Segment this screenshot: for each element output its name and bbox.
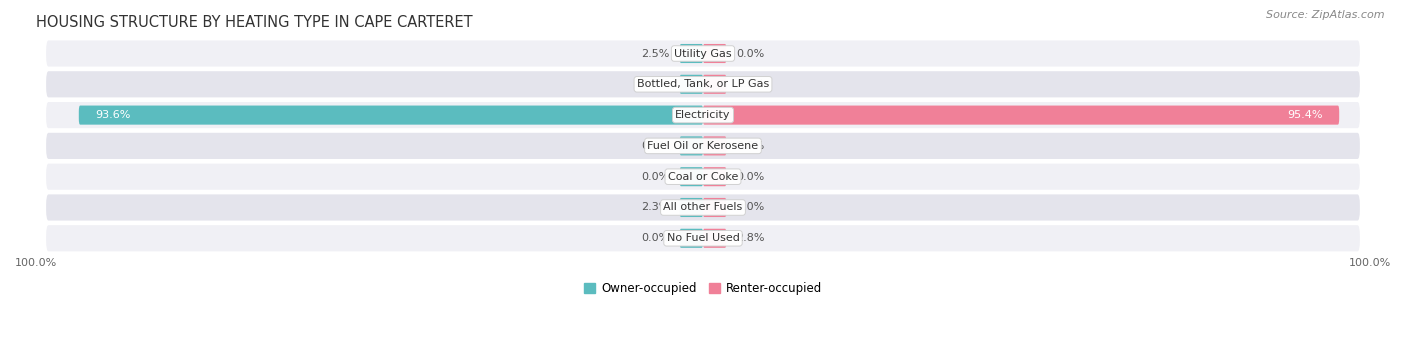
FancyBboxPatch shape xyxy=(46,164,1360,190)
Text: Coal or Coke: Coal or Coke xyxy=(668,172,738,182)
Text: 0.0%: 0.0% xyxy=(737,203,765,212)
Text: 2.8%: 2.8% xyxy=(737,233,765,243)
FancyBboxPatch shape xyxy=(679,136,703,155)
FancyBboxPatch shape xyxy=(46,102,1360,128)
Text: 1.9%: 1.9% xyxy=(737,79,765,89)
Text: 0.0%: 0.0% xyxy=(737,141,765,151)
FancyBboxPatch shape xyxy=(679,44,703,63)
Text: Electricity: Electricity xyxy=(675,110,731,120)
FancyBboxPatch shape xyxy=(703,106,1339,125)
FancyBboxPatch shape xyxy=(703,167,727,186)
Text: 0.0%: 0.0% xyxy=(737,48,765,59)
FancyBboxPatch shape xyxy=(703,44,727,63)
FancyBboxPatch shape xyxy=(679,198,703,217)
Text: No Fuel Used: No Fuel Used xyxy=(666,233,740,243)
Text: 2.3%: 2.3% xyxy=(641,203,669,212)
FancyBboxPatch shape xyxy=(46,41,1360,66)
Text: All other Fuels: All other Fuels xyxy=(664,203,742,212)
Text: Bottled, Tank, or LP Gas: Bottled, Tank, or LP Gas xyxy=(637,79,769,89)
FancyBboxPatch shape xyxy=(46,225,1360,251)
Text: Utility Gas: Utility Gas xyxy=(675,48,731,59)
FancyBboxPatch shape xyxy=(703,75,727,94)
FancyBboxPatch shape xyxy=(79,106,703,125)
Text: 0.0%: 0.0% xyxy=(641,141,669,151)
Text: 0.0%: 0.0% xyxy=(641,172,669,182)
FancyBboxPatch shape xyxy=(703,136,727,155)
Text: 0.0%: 0.0% xyxy=(737,172,765,182)
FancyBboxPatch shape xyxy=(679,75,703,94)
Text: Fuel Oil or Kerosene: Fuel Oil or Kerosene xyxy=(647,141,759,151)
FancyBboxPatch shape xyxy=(703,198,727,217)
Text: HOUSING STRUCTURE BY HEATING TYPE IN CAPE CARTERET: HOUSING STRUCTURE BY HEATING TYPE IN CAP… xyxy=(37,15,472,30)
Text: 2.5%: 2.5% xyxy=(641,48,669,59)
Text: 93.6%: 93.6% xyxy=(96,110,131,120)
FancyBboxPatch shape xyxy=(703,229,727,248)
FancyBboxPatch shape xyxy=(46,133,1360,159)
Text: 95.4%: 95.4% xyxy=(1286,110,1323,120)
FancyBboxPatch shape xyxy=(46,71,1360,98)
Legend: Owner-occupied, Renter-occupied: Owner-occupied, Renter-occupied xyxy=(583,282,823,295)
FancyBboxPatch shape xyxy=(46,194,1360,221)
Text: Source: ZipAtlas.com: Source: ZipAtlas.com xyxy=(1267,10,1385,20)
FancyBboxPatch shape xyxy=(679,167,703,186)
Text: 1.6%: 1.6% xyxy=(641,79,669,89)
FancyBboxPatch shape xyxy=(679,229,703,248)
Text: 0.0%: 0.0% xyxy=(641,233,669,243)
